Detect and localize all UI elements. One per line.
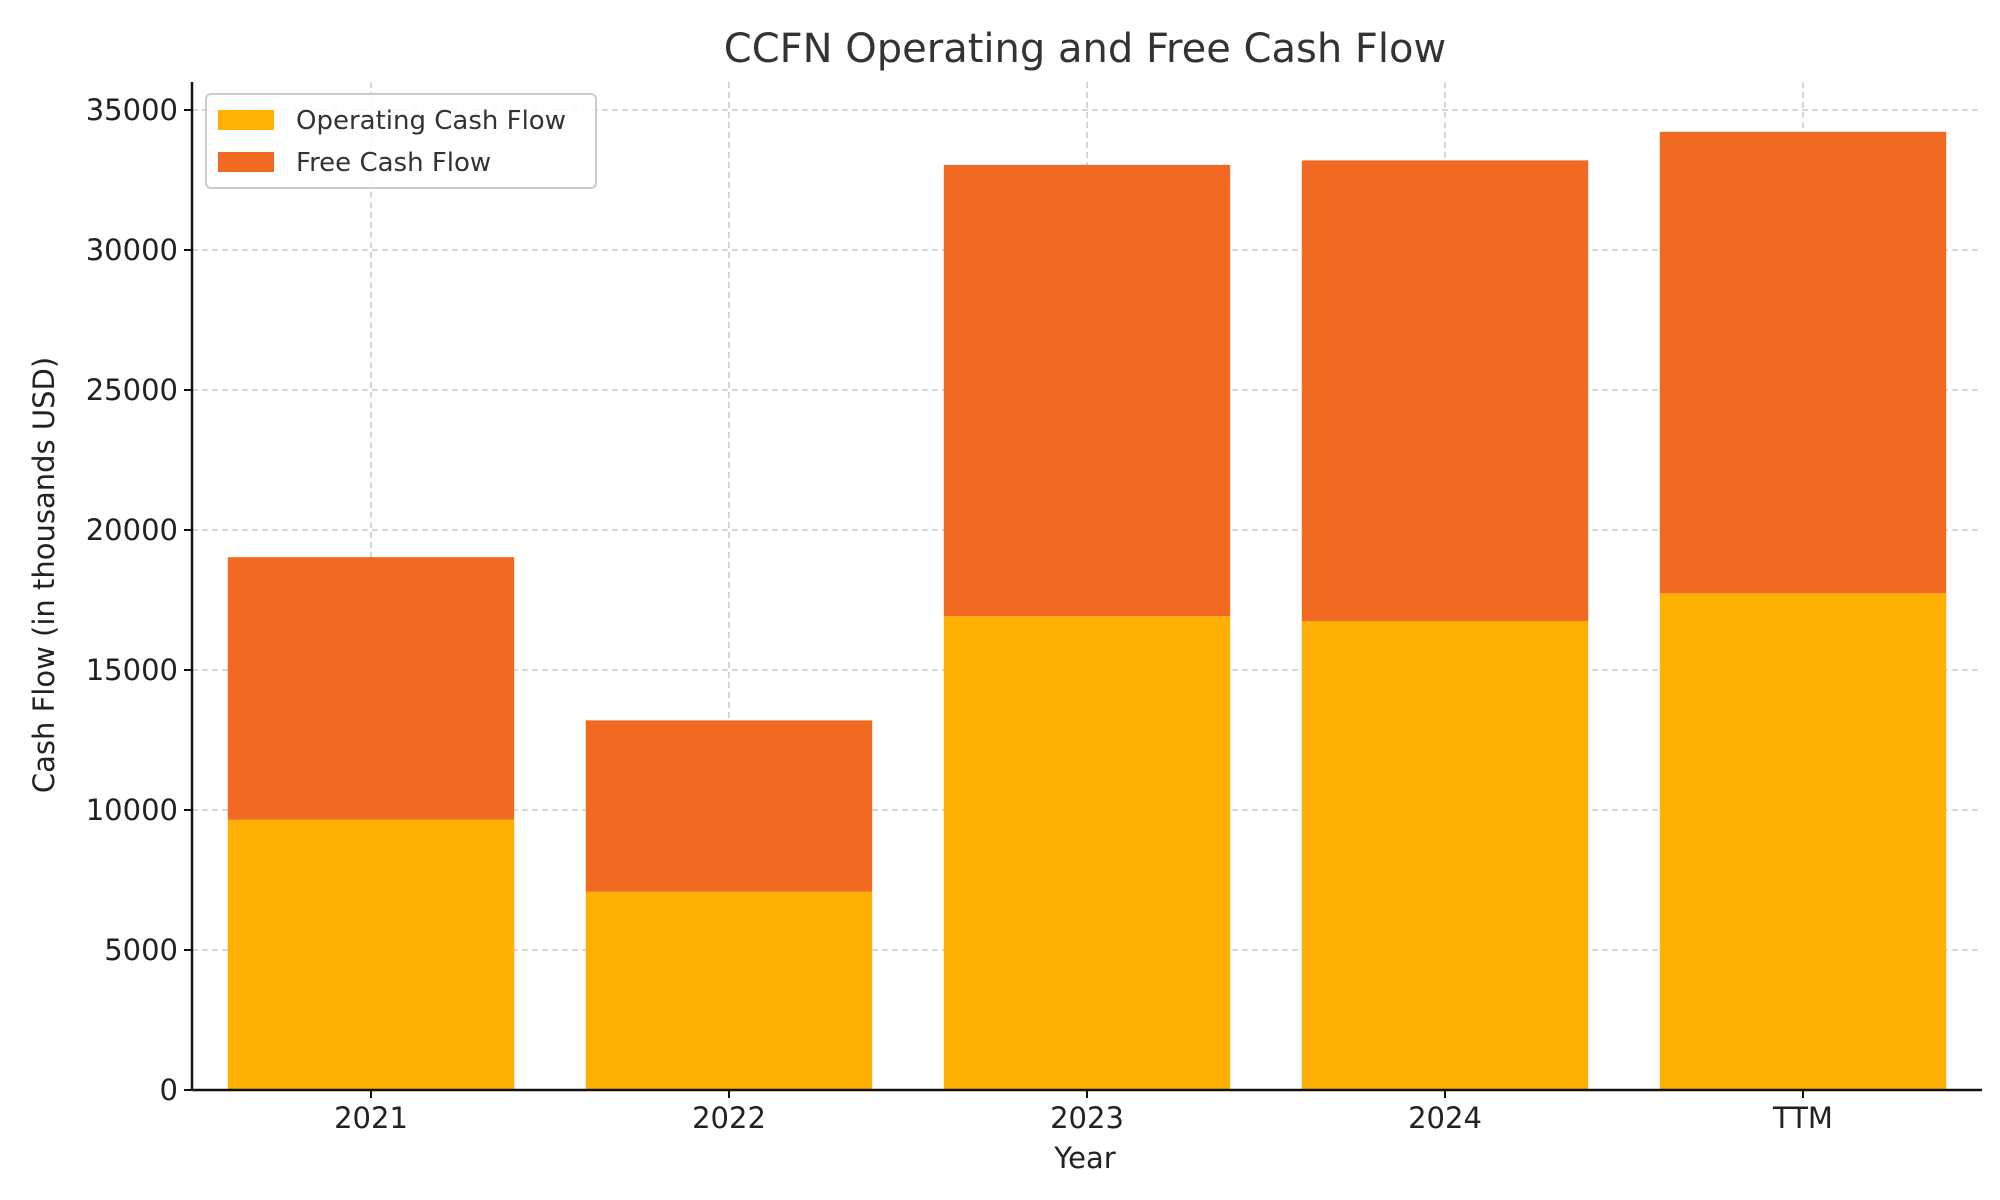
x-tick-label: 2023 — [1050, 1101, 1124, 1135]
x-tick-label: 2024 — [1408, 1101, 1482, 1135]
bars — [227, 131, 1947, 1090]
legend-label: Free Cash Flow — [296, 148, 491, 178]
y-tick-label: 15000 — [86, 653, 178, 687]
bar-operating-cash-flow-2023 — [943, 616, 1231, 1090]
chart-title: CCFN Operating and Free Cash Flow — [724, 26, 1446, 72]
x-tick-label: 2021 — [334, 1101, 408, 1135]
x-tick-label: TTM — [1772, 1101, 1833, 1135]
ticks: 0 5000 10000 15000 20000 25000 30000 35000 2021 2… — [86, 93, 1833, 1135]
bar-operating-cash-flow-ttm — [1659, 593, 1947, 1090]
bar-free-cash-flow-ttm — [1659, 131, 1947, 594]
legend-box — [205, 93, 597, 189]
bar-operating-cash-flow-2024 — [1301, 621, 1589, 1090]
y-axis-label: Cash Flow (in thousands USD) — [27, 357, 61, 793]
legend-swatch — [218, 110, 274, 130]
y-tick-label: 10000 — [86, 793, 178, 827]
bar-operating-cash-flow-2021 — [227, 819, 515, 1090]
x-axis-label: Year — [1053, 1141, 1115, 1175]
bar-free-cash-flow-2022 — [585, 720, 873, 892]
legend-swatch — [218, 152, 274, 172]
y-tick-label: 25000 — [86, 373, 178, 407]
bar-free-cash-flow-2023 — [943, 164, 1231, 617]
bar-free-cash-flow-2024 — [1301, 160, 1589, 622]
y-tick-label: 30000 — [86, 233, 178, 267]
bar-operating-cash-flow-2022 — [585, 891, 873, 1090]
legend-label: Operating Cash Flow — [296, 106, 566, 136]
y-tick-label: 35000 — [86, 93, 178, 127]
bar-free-cash-flow-2021 — [227, 557, 515, 820]
y-tick-label: 5000 — [104, 933, 178, 967]
legend: Operating Cash Flow Free Cash Flow — [205, 93, 597, 189]
x-tick-label: 2022 — [692, 1101, 766, 1135]
y-tick-label: 0 — [160, 1073, 178, 1107]
y-tick-label: 20000 — [86, 513, 178, 547]
